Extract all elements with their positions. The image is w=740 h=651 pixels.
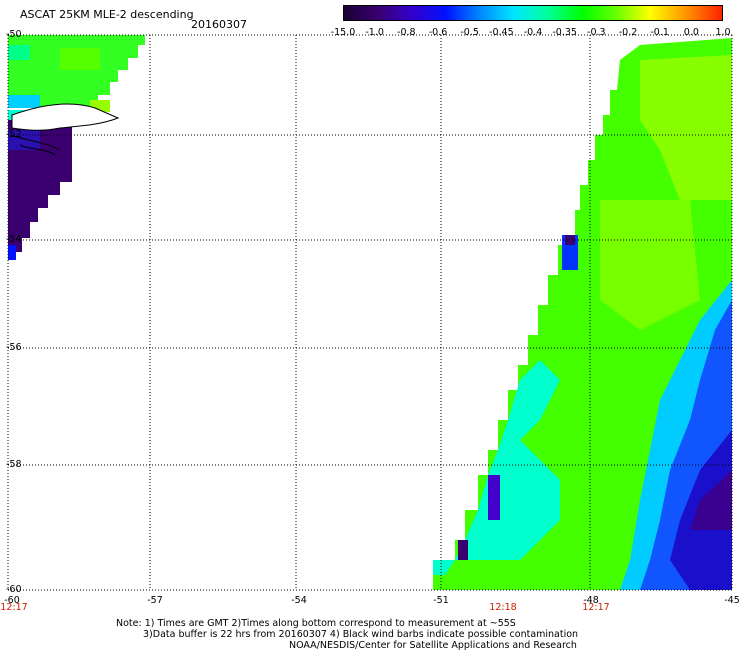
- x-tick-label: -54: [291, 595, 307, 606]
- note-line-2: 3)Data buffer is 22 hrs from 20160307 4)…: [143, 629, 579, 640]
- x-tick-label: -48: [583, 595, 599, 606]
- time-label: 12:17: [582, 602, 610, 613]
- x-tick-label: -51: [433, 595, 449, 606]
- y-tick-label: -54: [6, 234, 22, 245]
- time-label: 12:17: [0, 602, 28, 613]
- colorbar-tick-label: -15.0: [330, 27, 356, 38]
- colorbar-tick-label: -0.3: [587, 27, 606, 38]
- colorbar-tick-label: -0.45: [489, 27, 514, 38]
- colorbar-tick-label: 0.0: [683, 27, 699, 38]
- left-swath: [8, 35, 145, 260]
- colorbar-tick-label: -0.35: [552, 27, 577, 38]
- colorbar: [343, 5, 723, 21]
- map-title: ASCAT 25KM MLE-2 descending: [20, 8, 194, 21]
- colorbar-tick-label: -1.0: [365, 27, 384, 38]
- x-tick-label: -45: [724, 595, 740, 606]
- grid-lines: [7, 34, 733, 591]
- x-tick-label: -57: [147, 595, 163, 606]
- note-line-1: Note: 1) Times are GMT 2)Times along bot…: [116, 618, 516, 629]
- right-swath: [433, 38, 732, 590]
- time-label: 12:18: [489, 602, 517, 613]
- y-tick-label: -50: [6, 29, 22, 40]
- y-tick-label: -60: [6, 584, 22, 595]
- y-tick-label: -56: [6, 342, 22, 353]
- colorbar-tick-label: -0.4: [523, 27, 543, 38]
- colorbar-tick-label: -0.2: [618, 27, 638, 38]
- colorbar-tick-label: -0.1: [650, 27, 669, 38]
- colorbar-tick-label: -0.8: [397, 27, 416, 38]
- colorbar-tick-label: -0.6: [428, 27, 448, 38]
- colorbar-tick-label: 1.0: [715, 27, 731, 38]
- map-date: 20160307: [191, 18, 247, 31]
- colorbar-tick-label: -0.5: [460, 27, 479, 38]
- y-tick-label: -58: [6, 459, 22, 470]
- x-tick-label: -60: [4, 595, 20, 606]
- note-line-3: NOAA/NESDIS/Center for Satellite Applica…: [289, 640, 577, 651]
- y-tick-label: -52: [6, 129, 22, 140]
